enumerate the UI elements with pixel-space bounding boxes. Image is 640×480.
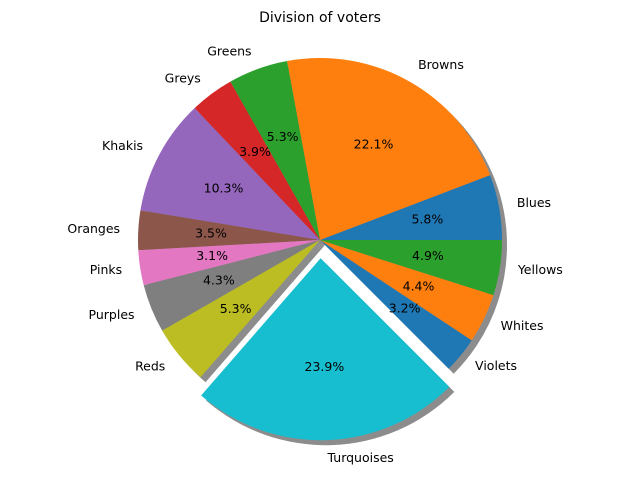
slice-percent-oranges: 3.5% (195, 226, 227, 241)
slice-yellows (320, 240, 502, 296)
slice-label-turquoises: Turquoises (327, 450, 394, 465)
slice-pinks (138, 240, 320, 286)
slice-whites (320, 240, 494, 341)
slice-reds (162, 240, 320, 378)
slice-purples (143, 240, 320, 331)
slice-label-greens: Greens (207, 43, 251, 58)
chart-title: Division of voters (259, 10, 381, 26)
slice-percent-violets: 3.2% (389, 301, 421, 316)
slice-label-pinks: Pinks (90, 262, 122, 277)
slice-label-violets: Violets (475, 358, 517, 373)
slice-turquoises (201, 258, 450, 441)
slice-percent-yellows: 4.9% (412, 248, 444, 263)
slice-blues (320, 175, 502, 240)
slice-percent-pinks: 3.1% (196, 248, 228, 263)
slice-percent-khakis: 10.3% (204, 180, 244, 195)
slice-label-browns: Browns (418, 57, 464, 72)
slice-percent-greens: 5.3% (267, 129, 299, 144)
slice-percent-turquoises: 23.9% (305, 359, 345, 374)
slice-label-blues: Blues (517, 195, 551, 210)
pie-slices (138, 58, 502, 441)
slice-percent-reds: 5.3% (220, 301, 252, 316)
slice-label-yellows: Yellows (517, 262, 563, 277)
slice-label-whites: Whites (501, 318, 544, 333)
slice-browns (287, 58, 491, 240)
slice-violets (320, 240, 472, 369)
slice-greens (230, 61, 320, 241)
slice-oranges (138, 210, 320, 251)
slice-khakis (140, 108, 320, 240)
slice-label-khakis: Khakis (102, 138, 143, 153)
slice-percent-blues: 5.8% (412, 212, 444, 227)
slice-greys (194, 81, 320, 240)
slice-label-reds: Reds (135, 359, 165, 374)
slice-percent-browns: 22.1% (354, 136, 394, 151)
slice-percent-whites: 4.4% (403, 279, 435, 294)
slice-percent-greys: 3.9% (239, 144, 271, 159)
slice-label-purples: Purples (89, 307, 135, 322)
slice-label-greys: Greys (165, 71, 201, 86)
slice-labels: Blues 5.8% Browns 22.1% Greens 5.3% Greys 3.9% K… (67, 43, 562, 464)
slice-label-oranges: Oranges (67, 221, 120, 236)
slice-percent-purples: 4.3% (203, 273, 235, 288)
